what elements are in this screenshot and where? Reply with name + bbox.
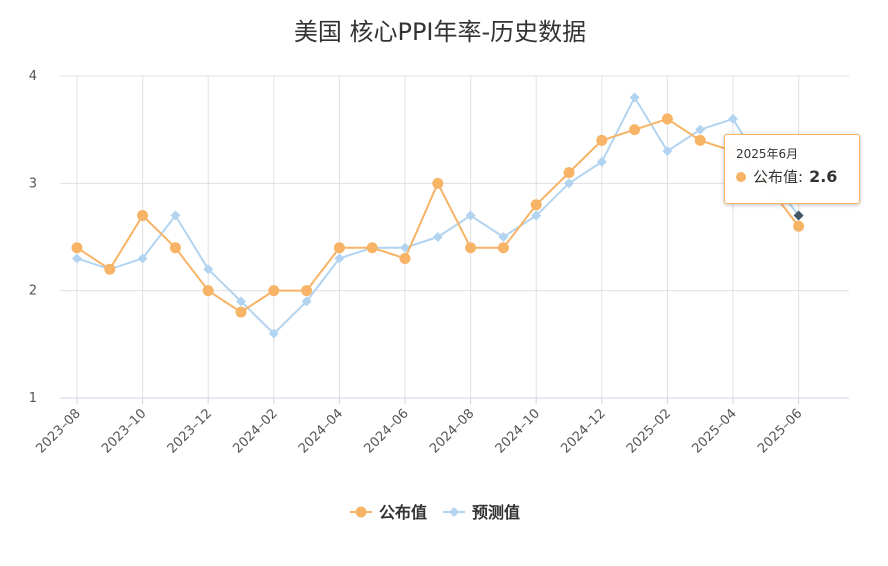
data-point[interactable]	[596, 134, 608, 146]
data-point[interactable]	[596, 156, 607, 167]
data-point[interactable]	[203, 264, 214, 275]
legend-label: 公布值	[379, 503, 427, 522]
data-point[interactable]	[366, 242, 378, 254]
data-point[interactable]	[71, 242, 83, 254]
legend-item-forecast[interactable]: 预测值	[443, 503, 520, 522]
data-point[interactable]	[465, 242, 477, 254]
y-tick-label: 3	[29, 176, 37, 191]
data-point[interactable]	[104, 263, 116, 275]
y-tick-label: 1	[29, 391, 37, 406]
data-point[interactable]	[662, 146, 673, 157]
data-point[interactable]	[432, 232, 443, 242]
data-point[interactable]	[236, 296, 246, 307]
data-point[interactable]	[497, 242, 509, 254]
tooltip-row: 公布值: 2.6	[736, 168, 859, 186]
data-point[interactable]	[268, 328, 279, 339]
data-point[interactable]	[661, 113, 673, 125]
x-tick-label: 2024–04	[296, 406, 346, 456]
data-point[interactable]	[72, 253, 82, 264]
data-point[interactable]	[170, 210, 181, 221]
x-tick-label: 2023–08	[34, 406, 84, 456]
series-forecast	[72, 92, 804, 339]
data-point[interactable]	[498, 232, 509, 242]
y-tick-label: 2	[29, 284, 37, 299]
x-tick-label: 2025–06	[755, 406, 805, 456]
legend-circle-icon	[355, 506, 367, 518]
data-point[interactable]	[399, 252, 411, 264]
x-tick-label: 2024–08	[427, 406, 477, 456]
x-tick-label: 2024–06	[362, 406, 412, 456]
axes: 1 2 3 4 2023–08 2023–10 2023–12 2024–02 2024–04 2…	[29, 69, 849, 457]
data-point[interactable]	[268, 285, 280, 297]
legend-diamond-icon	[449, 507, 459, 517]
data-point[interactable]	[564, 178, 574, 189]
data-point[interactable]	[137, 210, 149, 222]
x-tick-label: 2024–10	[493, 406, 543, 456]
data-point[interactable]	[432, 177, 444, 189]
legend-label: 预测值	[472, 503, 520, 522]
data-point[interactable]	[563, 167, 575, 179]
x-tick-label: 2025–04	[690, 406, 740, 456]
data-point[interactable]	[301, 296, 312, 307]
grid	[60, 75, 849, 399]
data-point[interactable]	[530, 199, 542, 211]
chart-title: 美国 核心PPI年率-历史数据	[294, 18, 586, 46]
tooltip: 2025年6月 公布值: 2.6	[724, 134, 860, 204]
data-point[interactable]	[728, 113, 738, 124]
data-point[interactable]	[202, 285, 214, 297]
data-point[interactable]	[629, 124, 641, 136]
x-tick-label: 2023–10	[99, 406, 149, 456]
data-point[interactable]	[694, 134, 706, 146]
legend-item-published[interactable]: 公布值	[350, 503, 427, 522]
x-tick-label: 2024–12	[558, 406, 608, 456]
data-point[interactable]	[629, 92, 640, 103]
data-point[interactable]	[400, 242, 410, 253]
series	[71, 92, 805, 339]
x-tick-label: 2023–12	[165, 406, 215, 456]
tooltip-date: 2025年6月	[736, 147, 799, 161]
data-point[interactable]	[235, 306, 247, 318]
data-point[interactable]	[169, 242, 181, 254]
data-point[interactable]	[793, 220, 805, 232]
x-tick-label: 2024–02	[230, 406, 280, 456]
tooltip-value: 2.6	[809, 167, 838, 186]
y-tick-label: 4	[29, 69, 37, 84]
data-point[interactable]	[137, 253, 148, 264]
tooltip-series-label: 公布值:	[753, 168, 804, 186]
hover-point-marker	[793, 210, 804, 221]
legend[interactable]: 公布值 预测值	[350, 503, 520, 522]
data-point[interactable]	[465, 210, 476, 221]
x-tick-label: 2025–02	[624, 406, 674, 456]
series-line	[76, 117, 800, 314]
data-point[interactable]	[695, 124, 706, 135]
tooltip-series-dot-icon	[736, 172, 746, 182]
data-point[interactable]	[333, 242, 345, 254]
data-point[interactable]	[301, 285, 313, 297]
series-published	[71, 113, 805, 318]
data-point[interactable]	[531, 210, 542, 221]
data-point[interactable]	[334, 253, 345, 264]
